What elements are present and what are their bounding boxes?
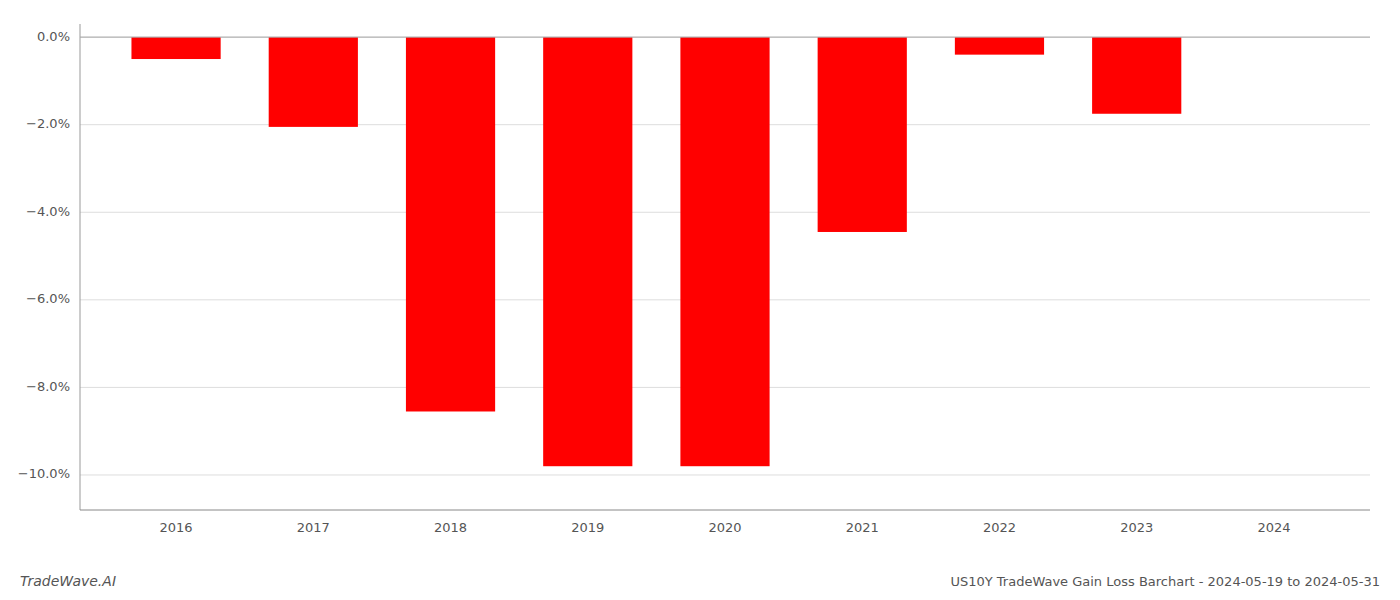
y-tick-label: −4.0% <box>26 204 70 219</box>
bar <box>406 37 495 411</box>
x-tick-label: 2018 <box>434 520 467 535</box>
grid-line <box>80 474 1370 475</box>
title: US10Y TradeWave Gain Loss Barchart - 202… <box>950 574 1380 589</box>
bars <box>131 37 1181 466</box>
y-tick-label: −10.0% <box>18 466 70 481</box>
y-tick-label: −2.0% <box>26 116 70 131</box>
bar <box>269 37 358 127</box>
bar <box>955 37 1044 55</box>
y-grid <box>80 37 1370 475</box>
x-tick-label: 2016 <box>160 520 193 535</box>
y-tick-label: −8.0% <box>26 379 70 394</box>
y-axis-line <box>80 24 81 510</box>
chart-container: 0.0% −2.0% −4.0% −6.0% −8.0% −10.0% 2016 2017 20… <box>0 0 1400 600</box>
x-tick-label: 2022 <box>983 520 1016 535</box>
x-axis-line <box>80 510 1370 511</box>
x-tick-label: 2019 <box>571 520 604 535</box>
chart: 0.0% −2.0% −4.0% −6.0% −8.0% −10.0% 2016 2017 20… <box>0 0 1400 600</box>
watermark: TradeWave.AI <box>20 573 116 589</box>
x-tick-label: 2020 <box>708 520 741 535</box>
bar <box>543 37 632 466</box>
background <box>0 0 1400 600</box>
bar <box>680 37 769 466</box>
bar <box>1092 37 1181 114</box>
x-tick-label: 2024 <box>1257 520 1290 535</box>
bar <box>131 37 220 59</box>
x-tick-label: 2017 <box>297 520 330 535</box>
grid-line <box>80 37 1370 38</box>
y-tick-label: 0.0% <box>37 29 70 44</box>
bar <box>818 37 907 232</box>
x-tick-label: 2021 <box>846 520 879 535</box>
y-tick-label: −6.0% <box>26 291 70 306</box>
zero-line <box>80 37 1370 38</box>
x-tick-label: 2023 <box>1120 520 1153 535</box>
